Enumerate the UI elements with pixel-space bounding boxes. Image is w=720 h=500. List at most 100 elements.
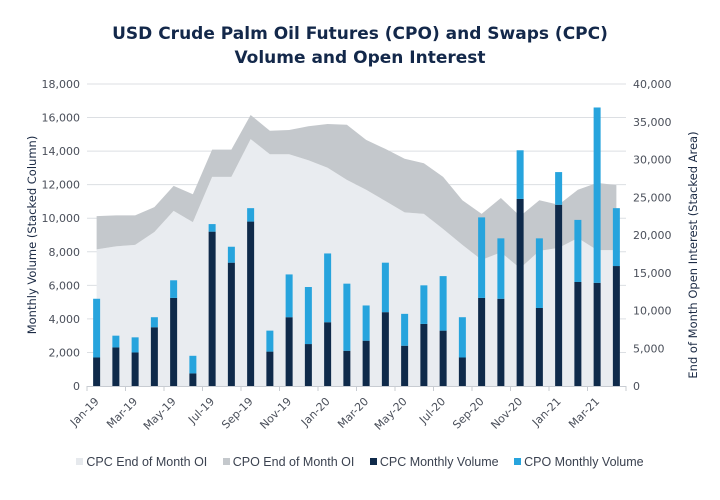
right-tick-label: 25,000 <box>633 191 672 204</box>
x-tick-label: Nov-19 <box>257 395 294 432</box>
legend-label-cpc-volume: CPC Monthly Volume <box>379 455 499 469</box>
bar-cpo-volume <box>612 208 620 267</box>
x-tick-label: Jan-20 <box>298 395 333 430</box>
x-tick-label: Mar-19 <box>104 395 140 431</box>
bar-cpc-volume <box>593 282 601 386</box>
bar-cpo-volume <box>170 280 178 298</box>
bar-cpo-volume <box>304 287 312 345</box>
legend-label-cpo-volume: CPO Monthly Volume <box>524 455 644 469</box>
bar-cpc-volume <box>93 357 101 386</box>
right-tick-label: 20,000 <box>633 229 672 242</box>
bar-cpc-volume <box>612 266 620 386</box>
legend-label-cpc-oi: CPC End of Month OI <box>86 455 208 469</box>
right-tick-label: 30,000 <box>633 154 672 167</box>
bar-cpc-volume <box>574 281 582 386</box>
left-tick-label: 10,000 <box>42 212 81 225</box>
right-axis-title: End of Month Open Interest (Stacked Area… <box>686 131 700 378</box>
bar-cpc-volume <box>324 322 332 386</box>
x-tick-label: Mar-21 <box>566 395 602 431</box>
bar-cpc-volume <box>208 231 216 386</box>
x-tick-label: Jan-19 <box>67 395 102 430</box>
bar-cpc-volume <box>401 345 409 386</box>
x-tick-label: Sep-20 <box>450 395 487 432</box>
left-axis-ticks: 0 2,000 4,000 6,000 8,000 10,000 12,000 14,000 1… <box>42 78 81 393</box>
bar-cpc-volume <box>112 347 120 386</box>
bar-cpo-volume <box>574 219 582 282</box>
left-tick-label: 18,000 <box>42 78 81 91</box>
bar-cpo-volume <box>227 246 235 263</box>
x-tick-label: Jan-21 <box>529 395 564 430</box>
bar-cpc-volume <box>285 317 293 386</box>
left-tick-label: 14,000 <box>42 145 81 158</box>
legend-item-cpo-volume: CPO Monthly Volume <box>514 455 644 469</box>
bar-cpo-volume <box>593 107 601 283</box>
bar-cpo-volume <box>362 305 370 341</box>
chart-title-line-1: USD Crude Palm Oil Futures (CPO) and Swa… <box>112 24 608 44</box>
bar-cpc-volume <box>343 350 351 386</box>
bar-cpc-volume <box>555 204 563 386</box>
right-tick-label: 10,000 <box>633 305 672 318</box>
right-tick-label: 0 <box>633 380 640 393</box>
bar-cpo-volume <box>439 276 447 331</box>
left-tick-label: 0 <box>73 380 80 393</box>
area-cpc-oi <box>96 139 617 386</box>
x-tick-label: Mar-20 <box>335 395 371 431</box>
bar-cpc-volume <box>535 307 543 386</box>
bar-cpo-volume <box>266 330 274 352</box>
bar-cpc-volume <box>189 373 197 386</box>
left-tick-label: 12,000 <box>42 179 81 192</box>
left-tick-label: 2,000 <box>49 346 81 359</box>
x-tick-label: Jul-20 <box>416 395 448 427</box>
left-axis-title: Monthly Volume (Stacked Column) <box>25 136 39 335</box>
bar-cpo-volume <box>555 172 563 205</box>
right-tick-label: 35,000 <box>633 116 672 129</box>
bar-cpo-volume <box>478 217 486 298</box>
bar-cpc-volume <box>439 330 447 386</box>
bar-cpo-volume <box>131 337 139 353</box>
bar-cpo-volume <box>381 262 389 313</box>
left-tick-label: 16,000 <box>42 112 81 125</box>
left-tick-label: 4,000 <box>49 313 81 326</box>
bar-cpc-volume <box>247 221 255 386</box>
x-tick-label: May-20 <box>372 395 410 433</box>
x-tick-label: May-19 <box>141 395 179 433</box>
bar-cpo-volume <box>497 238 505 299</box>
bar-cpc-volume <box>478 297 486 386</box>
legend-swatch-cpo-oi <box>222 458 230 465</box>
x-tick-label: Sep-19 <box>219 395 256 432</box>
bar-cpo-volume <box>285 274 293 318</box>
chart-title: USD Crude Palm Oil Futures (CPO) and Swa… <box>0 22 720 70</box>
bar-cpc-volume <box>420 323 428 386</box>
bar-cpc-volume <box>150 327 158 386</box>
bar-cpc-volume <box>170 297 178 386</box>
bar-cpo-volume <box>401 313 409 346</box>
right-axis-ticks: 0 5,000 10,000 15,000 20,000 25,000 30,000 35,0… <box>633 78 672 393</box>
bar-cpo-volume <box>343 283 351 351</box>
axes <box>86 386 627 391</box>
bar-cpc-volume <box>304 344 312 386</box>
x-tick-label: Jul-19 <box>185 395 217 427</box>
bar-cpc-volume <box>381 312 389 386</box>
bar-cpc-volume <box>362 340 370 386</box>
legend-item-cpc-volume: CPC Monthly Volume <box>369 455 499 469</box>
area-series <box>96 114 617 386</box>
area-cpo-oi <box>96 114 617 269</box>
x-axis-ticks: Jan-19 Mar-19 May-19 Jul-19 Sep-19 Nov-19 Jan-… <box>67 395 602 433</box>
legend-item-cpo-oi: CPO End of Month OI <box>222 455 354 469</box>
right-tick-label: 15,000 <box>633 267 672 280</box>
bar-cpc-volume <box>497 298 505 386</box>
bar-cpo-volume <box>458 317 466 358</box>
bar-cpo-volume <box>112 335 120 348</box>
chart-title-line-2: Volume and Open Interest <box>234 48 486 68</box>
bar-cpc-volume <box>266 351 274 386</box>
legend-item-cpc-oi: CPC End of Month OI <box>76 455 207 469</box>
legend-swatch-cpc-oi <box>76 458 84 465</box>
bar-cpo-volume <box>208 224 216 232</box>
left-tick-label: 6,000 <box>49 279 81 292</box>
bar-cpc-volume <box>458 357 466 386</box>
legend-swatch-cpc-volume <box>369 458 377 465</box>
bar-cpo-volume <box>247 208 255 222</box>
right-tick-label: 5,000 <box>633 342 665 355</box>
bar-cpc-volume <box>131 352 139 386</box>
